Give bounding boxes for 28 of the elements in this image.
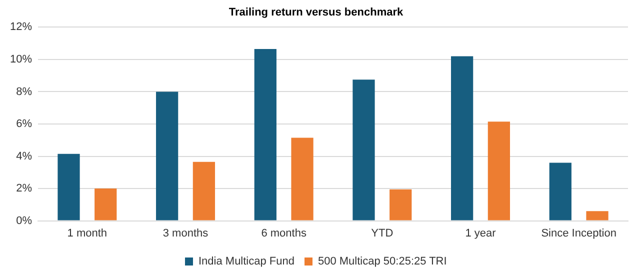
y-tick-label: 2% xyxy=(16,182,32,195)
x-tick-label: YTD xyxy=(371,227,394,240)
bar xyxy=(94,188,117,220)
bar xyxy=(549,162,572,220)
y-tick-label: 8% xyxy=(16,86,32,98)
bar xyxy=(586,211,608,220)
bar xyxy=(192,162,216,220)
y-tick-label: 6% xyxy=(16,118,32,130)
y-tick-label: 12% xyxy=(10,21,32,34)
bar xyxy=(291,138,314,220)
legend-label: India Multicap Fund xyxy=(198,256,294,268)
bar xyxy=(451,56,474,220)
chart-title: Trailing return versus benchmark xyxy=(228,6,404,19)
x-tick-label: 6 months xyxy=(261,227,307,240)
bar xyxy=(58,154,80,220)
bar xyxy=(254,48,276,220)
legend-label: 500 Multicap 50:25:25 TRI xyxy=(318,256,447,268)
bar xyxy=(390,189,412,220)
y-tick-label: 4% xyxy=(16,150,32,162)
bar xyxy=(488,122,510,220)
y-tick-label: 10% xyxy=(10,54,32,66)
bar xyxy=(352,80,375,220)
x-tick-label: 3 months xyxy=(162,227,209,240)
y-tick-label: 0% xyxy=(16,214,32,227)
x-tick-label: 1 month xyxy=(67,227,108,240)
x-tick-label: Since Inception xyxy=(541,227,616,240)
x-tick-label: 1 year xyxy=(465,227,496,240)
bar xyxy=(156,92,178,220)
